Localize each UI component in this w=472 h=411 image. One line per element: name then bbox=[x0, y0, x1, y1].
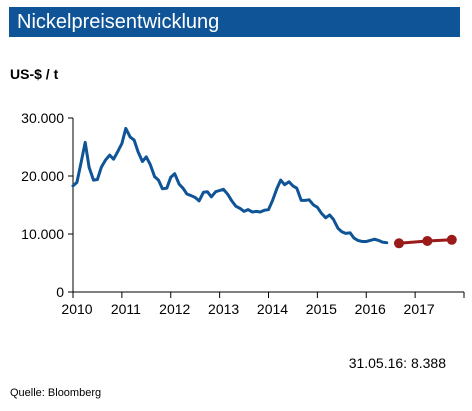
x-tick-label: 2013 bbox=[208, 301, 239, 317]
forecast-point bbox=[422, 235, 433, 246]
x-tick-label: 2015 bbox=[306, 301, 337, 317]
chart-title: Nickelpreisentwicklung bbox=[17, 11, 220, 33]
source-label: Quelle: Bloomberg bbox=[10, 387, 102, 399]
x-tick-label: 2014 bbox=[257, 301, 288, 317]
x-tick-label: 2016 bbox=[355, 301, 386, 317]
y-tick-label: 30.000 bbox=[21, 110, 64, 126]
y-tick-label: 0 bbox=[56, 284, 64, 300]
x-tick-label: 2010 bbox=[61, 301, 92, 317]
forecast-point bbox=[393, 238, 404, 249]
chart-title-bar: Nickelpreisentwicklung bbox=[9, 7, 460, 37]
last-price-footnote: 31.05.16: 8.388 bbox=[348, 355, 446, 371]
x-tick-label: 2011 bbox=[111, 301, 141, 317]
y-tick-label: 20.000 bbox=[21, 168, 64, 184]
x-axis: 2010 2011 2012 2013 2014 2015 2016 2017 bbox=[61, 292, 465, 317]
y-tick-label: 10.000 bbox=[21, 226, 64, 242]
y-axis: 0 10.000 20.000 30.000 bbox=[21, 110, 73, 300]
x-tick-label: 2012 bbox=[159, 301, 190, 317]
price-history-line bbox=[71, 126, 389, 245]
x-tick-label: 2017 bbox=[404, 301, 435, 317]
forecast-point bbox=[446, 234, 457, 245]
chart-axes bbox=[72, 118, 464, 293]
series-layer bbox=[71, 126, 457, 249]
y-axis-unit-label: US-$ / t bbox=[10, 66, 59, 82]
